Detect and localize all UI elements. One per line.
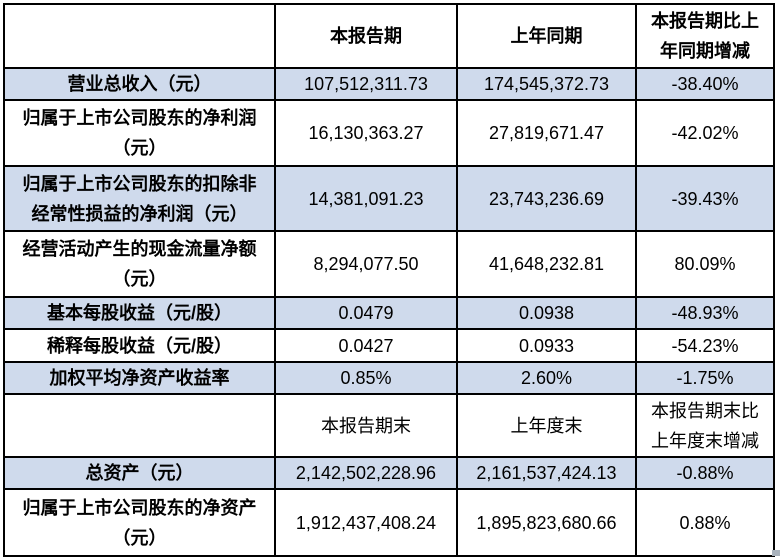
current-period-value: 2,142,502,228.96 [274,456,458,490]
current-period-value: 8,294,077.50 [274,230,458,298]
metric-label: 归属于上市公司股东的净利润 （元） [3,99,276,167]
header2-prior-year-end: 上年度末 [456,393,637,458]
table-row-net-assets: 归属于上市公司股东的净资产 （元） 1,912,437,408.24 1,895… [3,488,775,557]
change-value: 0.88% [635,488,775,557]
financial-summary-table: 本报告期 上年同期 本报告期比上 年同期增减 营业总收入（元） 107,512,… [3,3,775,557]
prior-period-value: 2,161,537,424.13 [456,456,637,490]
change-value: -0.88% [635,456,775,490]
current-period-value: 1,912,437,408.24 [274,488,458,557]
header-row-period-end: 本报告期末 上年度末 本报告期末比 上年度末增减 [3,393,775,458]
change-value: -54.23% [635,328,775,363]
change-value: -42.02% [635,99,775,167]
table-row-diluted-eps: 稀释每股收益（元/股） 0.0427 0.0933 -54.23% [3,328,775,363]
metric-label: 经营活动产生的现金流量净额 （元） [3,230,276,298]
current-period-value: 14,381,091.23 [274,165,458,232]
table-row-net-profit: 归属于上市公司股东的净利润 （元） 16,130,363.27 27,819,6… [3,99,775,167]
prior-period-value: 2.60% [456,361,637,395]
header-current-period: 本报告期 [274,3,458,69]
table-row-basic-eps: 基本每股收益（元/股） 0.0479 0.0938 -48.93% [3,296,775,330]
metric-label: 总资产（元） [3,456,276,490]
current-period-value: 16,130,363.27 [274,99,458,167]
prior-period-value: 174,545,372.73 [456,67,637,101]
metric-label: 加权平均净资产收益率 [3,361,276,395]
metric-label: 归属于上市公司股东的净资产 （元） [3,488,276,557]
header-metric-blank [3,3,276,69]
header2-period-end-change: 本报告期末比 上年度末增减 [635,393,775,458]
change-value: 80.09% [635,230,775,298]
header-prior-period: 上年同期 [456,3,637,69]
header-row-period: 本报告期 上年同期 本报告期比上 年同期增减 [3,3,775,69]
prior-period-value: 1,895,823,680.66 [456,488,637,557]
prior-period-value: 0.0933 [456,328,637,363]
table-row-operating-cash-flow: 经营活动产生的现金流量净额 （元） 8,294,077.50 41,648,23… [3,230,775,298]
current-period-value: 0.0479 [274,296,458,330]
header2-metric-blank [3,393,276,458]
prior-period-value: 27,819,671.47 [456,99,637,167]
change-value: -48.93% [635,296,775,330]
metric-label: 基本每股收益（元/股） [3,296,276,330]
prior-period-value: 41,648,232.81 [456,230,637,298]
header2-current-period-end: 本报告期末 [274,393,458,458]
change-value: -39.43% [635,165,775,232]
prior-period-value: 0.0938 [456,296,637,330]
metric-label: 营业总收入（元） [3,67,276,101]
resize-handle [772,550,780,556]
change-value: -38.40% [635,67,775,101]
metric-label: 稀释每股收益（元/股） [3,328,276,363]
table-row-total-revenue: 营业总收入（元） 107,512,311.73 174,545,372.73 -… [3,67,775,101]
current-period-value: 0.85% [274,361,458,395]
change-value: -1.75% [635,361,775,395]
table-row-total-assets: 总资产（元） 2,142,502,228.96 2,161,537,424.13… [3,456,775,490]
table-row-weighted-roe: 加权平均净资产收益率 0.85% 2.60% -1.75% [3,361,775,395]
current-period-value: 107,512,311.73 [274,67,458,101]
table-row-net-profit-excl-nonrecurring: 归属于上市公司股东的扣除非 经常性损益的净利润（元） 14,381,091.23… [3,165,775,232]
header-period-change: 本报告期比上 年同期增减 [635,3,775,69]
metric-label: 归属于上市公司股东的扣除非 经常性损益的净利润（元） [3,165,276,232]
prior-period-value: 23,743,236.69 [456,165,637,232]
current-period-value: 0.0427 [274,328,458,363]
